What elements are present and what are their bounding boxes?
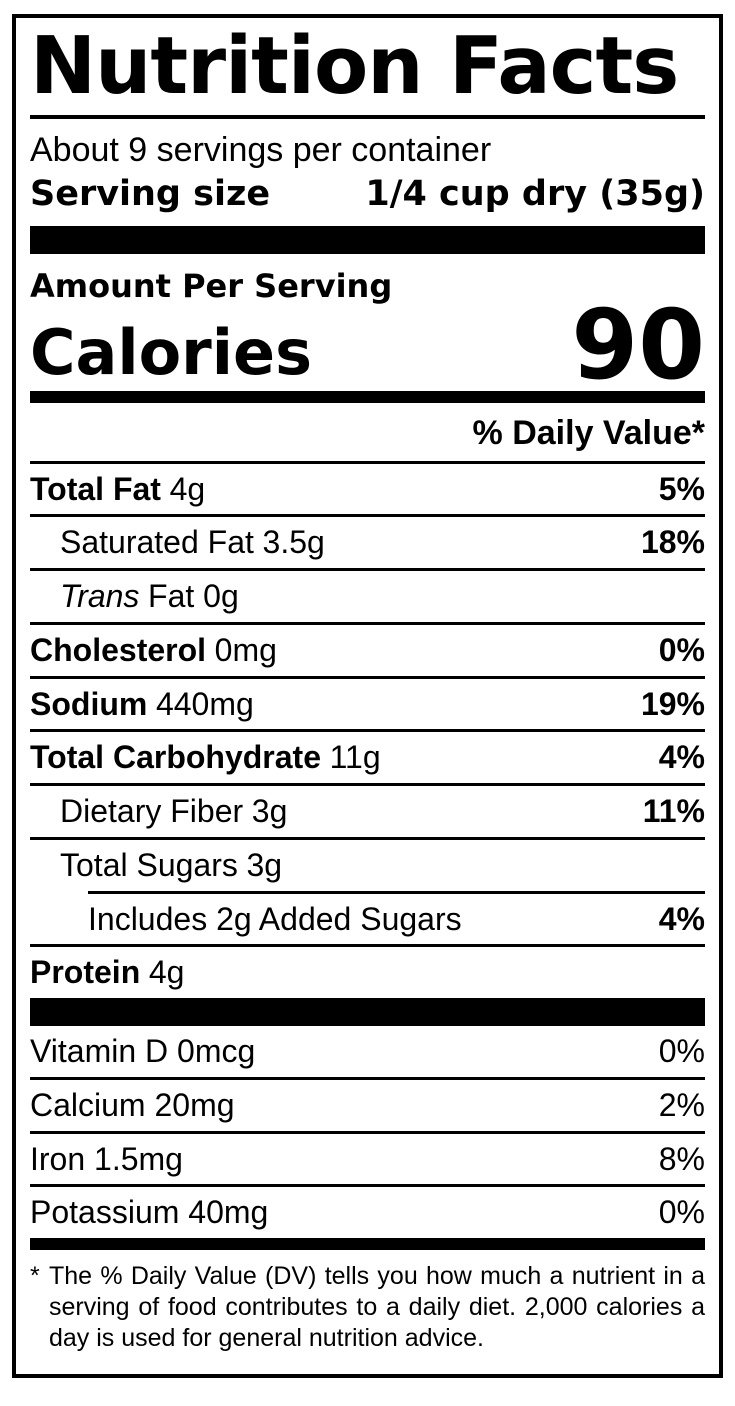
serving-size-label: Serving size — [30, 174, 271, 215]
footnote: * The % Daily Value (DV) tells you how m… — [30, 1250, 705, 1354]
nutrient-dv: 4% — [658, 739, 705, 776]
nutrient-name: Trans — [60, 578, 140, 615]
nutrient-name: Protein — [30, 954, 141, 991]
serving-size-value: 1/4 cup dry (35g) — [365, 174, 705, 215]
nutrient-name: Saturated Fat — [60, 524, 254, 561]
micronutrient-name: Iron 1.5mg — [30, 1140, 183, 1177]
nutrient-amount: 3g — [251, 793, 288, 830]
nutrient-name: Cholesterol — [30, 631, 207, 668]
nutrient-name-amount: Total Carbohydrate 11g — [30, 739, 381, 777]
micronutrient-dv: 0% — [658, 1033, 705, 1070]
nutrient-row-protein: Protein 4g — [30, 944, 705, 998]
added-sugars-divider — [88, 890, 705, 894]
nutrient-name: Dietary Fiber — [60, 793, 244, 830]
nutrient-name: Includes 2g Added Sugars — [88, 900, 462, 937]
nutrient-name-amount: Total Sugars 3g — [30, 847, 282, 885]
serving-size-row: Serving size 1/4 cup dry (35g) — [30, 174, 705, 214]
label-title: Nutrition Facts — [30, 20, 679, 112]
separator-bar-thick — [30, 226, 705, 255]
nutrient-name-amount: Dietary Fiber 3g — [30, 793, 287, 831]
nutrient-row-dietary-fiber: Dietary Fiber 3g 11% — [30, 783, 705, 837]
nutrient-name: Total Fat — [30, 470, 161, 507]
nutrient-dv: 18% — [640, 524, 705, 561]
micronutrient-dv: 8% — [658, 1140, 705, 1177]
nutrient-name: Sodium — [30, 685, 148, 722]
nutrient-amount: 4g — [148, 954, 185, 991]
micronutrient-dv: 0% — [658, 1194, 705, 1231]
micronutrient-row-vitamin-d: Vitamin D 0mcg 0% — [30, 1026, 705, 1077]
nutrient-name-amount: Cholesterol 0mg — [30, 632, 277, 670]
nutrient-dv: 19% — [640, 685, 705, 722]
nutrient-row-total-sugars: Total Sugars 3g — [30, 836, 705, 891]
nutrient-name-amount: Protein 4g — [30, 954, 184, 992]
footnote-marker: * — [30, 1262, 40, 1291]
calories-row: Calories 90 — [30, 288, 705, 401]
separator-bar-medium — [30, 390, 705, 403]
separator-bar-medium — [30, 1238, 705, 1251]
footnote-text: The % Daily Value (DV) tells you how muc… — [49, 1262, 705, 1353]
nutrient-name-amount: Total Fat 4g — [30, 471, 205, 509]
nutrient-name-amount: Includes 2g Added Sugars — [30, 901, 470, 939]
nutrient-amount: 11g — [329, 739, 381, 776]
nutrient-name: Total Carbohydrate — [30, 739, 321, 776]
nutrient-name-amount: Trans Fat 0g — [30, 578, 239, 616]
micronutrient-row-calcium: Calcium 20mg 2% — [30, 1076, 705, 1131]
nutrient-amount: 4g — [169, 470, 206, 507]
micronutrient-name: Potassium 40mg — [30, 1194, 269, 1231]
nutrient-dv: 0% — [658, 631, 705, 668]
nutrient-row-total-carbohydrate: Total Carbohydrate 11g 4% — [30, 729, 705, 783]
micronutrient-name: Vitamin D 0mcg — [30, 1033, 256, 1070]
nutrient-amount: 440mg — [155, 685, 254, 722]
nutrition-label: Nutrition Facts About 9 servings per con… — [12, 14, 723, 1378]
micronutrient-row-potassium: Potassium 40mg 0% — [30, 1184, 705, 1238]
micronutrient-row-iron: Iron 1.5mg 8% — [30, 1130, 705, 1185]
nutrient-dv: 5% — [658, 470, 705, 507]
micronutrient-name: Calcium 20mg — [30, 1086, 235, 1123]
nutrient-amount: 3.5g — [262, 524, 325, 561]
separator-bar-thick — [30, 998, 705, 1027]
servings-per-container: About 9 servings per container — [30, 130, 492, 169]
nutrient-row-sodium: Sodium 440mg 19% — [30, 675, 705, 730]
nutrient-row-saturated-fat: Saturated Fat 3.5g 18% — [30, 514, 705, 568]
nutrient-amount: 0mg — [214, 631, 277, 668]
nutrient-dv: 4% — [658, 900, 705, 937]
amount-per-serving-label: Amount Per Serving — [30, 267, 393, 306]
nutrient-name-amount: Saturated Fat 3.5g — [30, 524, 325, 562]
calories-value: 90 — [571, 288, 705, 401]
nutrient-row-trans-fat: Trans Fat 0g — [30, 568, 705, 622]
micronutrient-dv: 2% — [658, 1086, 705, 1123]
nutrient-name-amount: Sodium 440mg — [30, 686, 254, 724]
nutrient-amount: Fat 0g — [148, 578, 239, 615]
nutrient-dv: 11% — [642, 793, 705, 830]
calories-label: Calories — [30, 315, 312, 389]
daily-value-header: % Daily Value* — [472, 413, 705, 452]
nutrient-name: Total Sugars — [60, 846, 238, 883]
nutrient-row-cholesterol: Cholesterol 0mg 0% — [30, 621, 705, 676]
title-divider — [30, 114, 705, 119]
nutrient-row-added-sugars: Includes 2g Added Sugars 4% — [30, 894, 705, 945]
nutrient-row-total-fat: Total Fat 4g 5% — [30, 460, 705, 515]
nutrient-amount: 3g — [246, 846, 283, 883]
